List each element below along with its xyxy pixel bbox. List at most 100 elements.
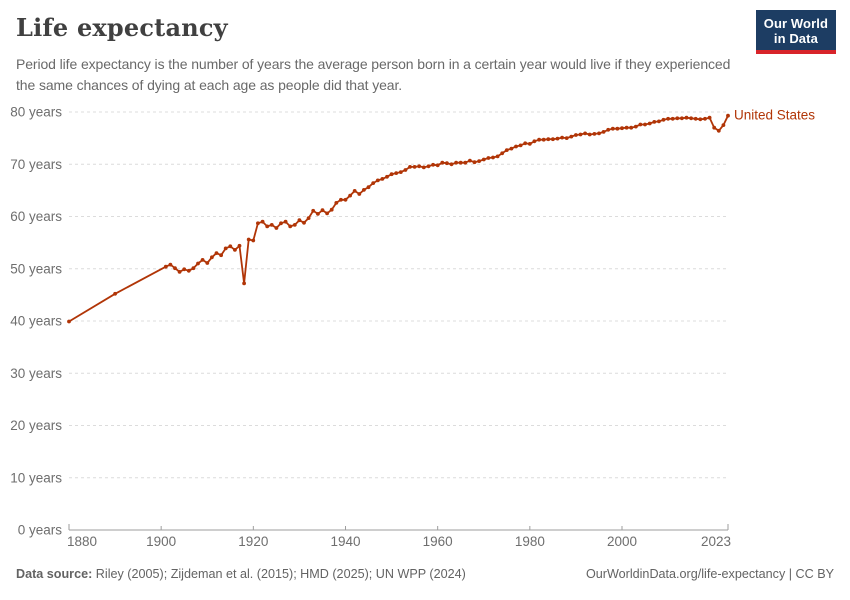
series-point[interactable] — [684, 115, 689, 120]
series-point[interactable] — [325, 211, 329, 216]
series-point[interactable] — [527, 142, 532, 146]
series-point[interactable] — [504, 148, 509, 153]
series-point[interactable] — [509, 146, 514, 151]
series-point[interactable] — [343, 197, 348, 202]
series-point[interactable] — [574, 133, 578, 137]
series-point[interactable] — [260, 219, 265, 224]
series-point[interactable] — [477, 159, 481, 164]
series-point[interactable] — [219, 253, 224, 258]
series-point[interactable] — [283, 219, 288, 224]
series-point[interactable] — [449, 162, 454, 167]
series-point[interactable] — [256, 221, 260, 226]
series-point[interactable] — [495, 154, 500, 159]
series-point[interactable] — [472, 160, 477, 165]
series-point[interactable] — [265, 224, 270, 229]
series-point[interactable] — [532, 139, 537, 144]
series-point[interactable] — [210, 255, 214, 260]
series-point[interactable] — [306, 216, 311, 221]
series-point[interactable] — [214, 251, 219, 256]
series-point[interactable] — [375, 178, 380, 183]
series-point[interactable] — [657, 119, 661, 124]
series-point[interactable] — [352, 189, 357, 193]
series-label-united-states[interactable]: United States — [734, 108, 815, 123]
series-point[interactable] — [205, 261, 210, 265]
series-point[interactable] — [316, 212, 320, 216]
series-point[interactable] — [246, 237, 251, 242]
series-point[interactable] — [288, 224, 293, 229]
series-point[interactable] — [113, 291, 117, 296]
series-point[interactable] — [721, 123, 726, 127]
series-point[interactable] — [302, 220, 306, 225]
series-point[interactable] — [541, 137, 546, 142]
series-point[interactable] — [366, 185, 371, 190]
series-point[interactable] — [638, 122, 643, 127]
series-point[interactable] — [560, 135, 564, 140]
series-point[interactable] — [182, 267, 187, 272]
series-point[interactable] — [661, 117, 666, 122]
series-point[interactable] — [518, 143, 523, 148]
series-point[interactable] — [689, 116, 693, 121]
series-point[interactable] — [320, 208, 325, 213]
series-point[interactable] — [357, 192, 362, 196]
series-point[interactable] — [578, 132, 583, 137]
series-point[interactable] — [173, 266, 177, 271]
series-point[interactable] — [537, 137, 541, 142]
series-point[interactable] — [633, 124, 638, 129]
series-point[interactable] — [703, 116, 707, 121]
series-point[interactable] — [339, 197, 343, 202]
series-point[interactable] — [555, 136, 560, 141]
series-point[interactable] — [620, 126, 624, 131]
series-point[interactable] — [514, 144, 518, 149]
series-point[interactable] — [468, 158, 472, 163]
series-point[interactable] — [624, 125, 629, 130]
owid-logo[interactable]: Our World in Data — [755, 10, 836, 54]
series-point[interactable] — [237, 243, 242, 248]
series-point[interactable] — [274, 226, 279, 230]
series-point[interactable] — [523, 141, 528, 146]
series-point[interactable] — [670, 116, 675, 121]
series-point[interactable] — [698, 117, 703, 122]
series-point[interactable] — [610, 126, 615, 131]
footer-link[interactable]: OurWorldinData.org/life-expectancy | CC … — [585, 567, 834, 581]
series-point[interactable] — [463, 160, 468, 165]
series-point[interactable] — [389, 172, 394, 177]
series-point[interactable] — [726, 113, 730, 118]
series-point[interactable] — [223, 246, 228, 251]
series-point[interactable] — [707, 115, 712, 120]
series-point[interactable] — [666, 116, 670, 121]
series-point[interactable] — [177, 270, 182, 274]
series-point[interactable] — [546, 137, 551, 142]
series-point[interactable] — [606, 127, 611, 132]
series-point[interactable] — [491, 155, 495, 160]
series-point[interactable] — [242, 281, 247, 286]
series-point[interactable] — [394, 171, 399, 176]
series-point[interactable] — [569, 134, 574, 139]
series-point[interactable] — [564, 136, 569, 141]
series-point[interactable] — [440, 160, 445, 165]
series-point[interactable] — [334, 201, 339, 205]
series-point[interactable] — [592, 132, 597, 136]
series-line-united-states[interactable] — [68, 114, 729, 323]
series-point[interactable] — [385, 174, 389, 179]
series-point[interactable] — [716, 128, 721, 133]
series-point[interactable] — [362, 188, 366, 192]
series-point[interactable] — [551, 137, 555, 142]
series-point[interactable] — [311, 208, 316, 213]
series-point[interactable] — [643, 122, 647, 127]
series-point[interactable] — [191, 266, 196, 271]
series-point[interactable] — [200, 258, 205, 262]
series-point[interactable] — [680, 116, 684, 121]
series-point[interactable] — [417, 164, 422, 169]
series-point[interactable] — [380, 177, 385, 181]
series-point[interactable] — [408, 165, 412, 169]
series-point[interactable] — [454, 160, 458, 165]
series-point[interactable] — [67, 319, 71, 324]
series-point[interactable] — [186, 268, 191, 273]
series-point[interactable] — [486, 156, 491, 160]
series-point[interactable] — [168, 262, 173, 267]
series-point[interactable] — [445, 161, 449, 166]
series-point[interactable] — [233, 248, 237, 252]
series-point[interactable] — [431, 162, 435, 167]
series-point[interactable] — [647, 121, 652, 126]
series-point[interactable] — [481, 157, 486, 162]
